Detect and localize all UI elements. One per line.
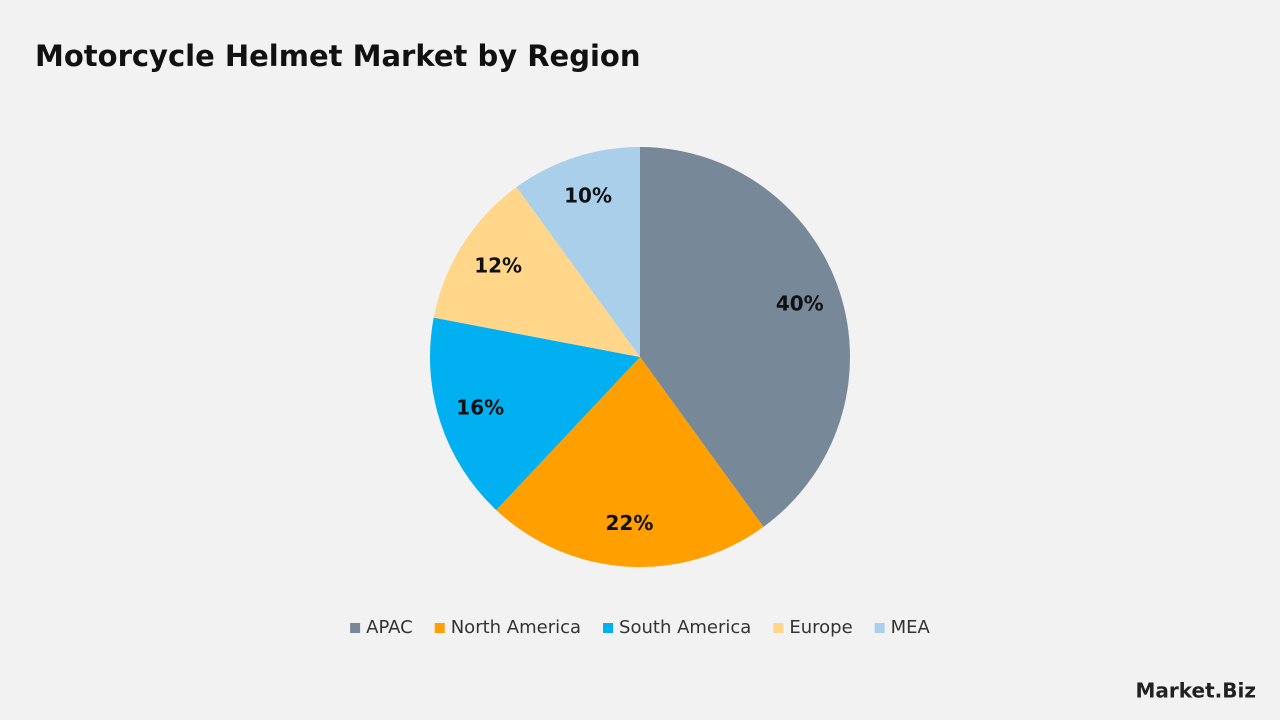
- pie-slice: [640, 147, 850, 527]
- legend-label: South America: [619, 617, 751, 638]
- data-label: 22%: [606, 511, 654, 535]
- legend-label: APAC: [366, 617, 413, 638]
- legend-swatch: [350, 623, 361, 633]
- pie-slice: [496, 357, 764, 567]
- legend-swatch: [874, 623, 885, 633]
- legend-swatch: [434, 623, 445, 633]
- watermark: Market.Biz: [1136, 679, 1257, 703]
- pie-slice: [516, 147, 640, 357]
- legend-label: MEA: [891, 617, 931, 638]
- data-label: 10%: [564, 184, 612, 208]
- pie-slice: [433, 187, 640, 357]
- data-label: 16%: [456, 395, 504, 419]
- data-label: 12%: [474, 253, 522, 277]
- chart-title: Motorcycle Helmet Market by Region: [35, 39, 640, 73]
- legend-label: North America: [451, 617, 581, 638]
- data-label: 40%: [776, 292, 824, 316]
- pie-slice: [429, 317, 640, 511]
- legend-label: Europe: [789, 617, 852, 638]
- legend-swatch: [773, 623, 784, 633]
- legend-swatch: [603, 623, 614, 633]
